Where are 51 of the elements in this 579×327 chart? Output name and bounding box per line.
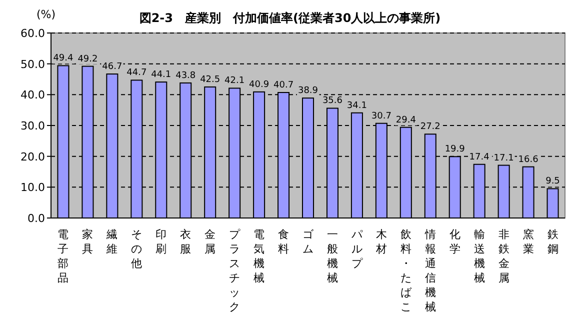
y-tick-label: 0.0 <box>28 212 45 225</box>
x-tick-label: 一般機械 <box>326 228 338 284</box>
x-tick-label: 情報通信機械 <box>424 228 436 314</box>
x-tick-label: 電気機械 <box>254 228 265 284</box>
data-label: 30.7 <box>371 111 392 122</box>
data-label: 49.2 <box>78 54 98 64</box>
x-tick-label: 電子部品 <box>58 228 69 284</box>
data-label: 19.9 <box>444 144 466 155</box>
y-tick-label: 50.0 <box>20 58 45 71</box>
x-tick-label: プラスチック <box>229 228 242 314</box>
x-tick-label: ゴム <box>302 228 314 256</box>
data-label: 38.9 <box>298 86 318 96</box>
x-tick-label: 金属 <box>204 228 216 256</box>
data-label: 42.1 <box>224 76 245 86</box>
data-label: 34.1 <box>346 100 367 111</box>
x-tick-label: 家具 <box>82 228 94 256</box>
data-label: 9.5 <box>546 176 560 187</box>
data-label: 40.9 <box>249 80 270 90</box>
x-tick-label: 食料 <box>278 228 290 256</box>
data-label: 46.7 <box>102 62 122 72</box>
data-label: 17.1 <box>494 153 514 164</box>
x-tick-label: その他 <box>131 228 142 270</box>
x-tick-label: 輸送機械 <box>474 228 485 284</box>
data-label: 17.4 <box>469 152 490 162</box>
y-tick-label: 40.0 <box>20 88 45 102</box>
y-tick-label: 20.0 <box>20 150 45 164</box>
x-tick-label: 化学 <box>449 228 460 256</box>
data-label: 40.7 <box>274 80 294 91</box>
data-label: 43.8 <box>176 70 196 81</box>
data-label: 49.4 <box>53 54 74 64</box>
data-label: 42.5 <box>200 74 220 85</box>
chart-title: 図2-3 産業別 付加価値率(従業者30人以上の事業所) <box>139 11 441 25</box>
data-label: 29.4 <box>396 115 416 126</box>
x-tick-label: 鉄鋼 <box>547 228 558 256</box>
x-tick-label: 衣服 <box>180 228 192 256</box>
y-tick-label: 10.0 <box>20 181 45 194</box>
data-label: 27.2 <box>420 122 440 132</box>
x-tick-label: 非鉄金属 <box>498 228 510 284</box>
y-axis-title: (%) <box>36 8 56 21</box>
y-tick-label: 60.0 <box>20 27 45 40</box>
x-tick-label: 繊維 <box>106 228 118 256</box>
x-tick-label: 木材 <box>374 228 387 256</box>
x-tick-label: パルプ <box>350 228 364 270</box>
y-tick-label: 30.0 <box>20 120 45 132</box>
data-label: 44.7 <box>126 68 147 78</box>
x-tick-label: 窯業 <box>522 228 534 256</box>
x-tick-label: 印刷 <box>156 228 167 256</box>
data-label: 16.6 <box>518 154 539 165</box>
data-label: 44.1 <box>151 70 172 80</box>
x-tick-label: 飲料・たばこ <box>400 228 412 314</box>
data-label: 35.6 <box>322 96 343 106</box>
